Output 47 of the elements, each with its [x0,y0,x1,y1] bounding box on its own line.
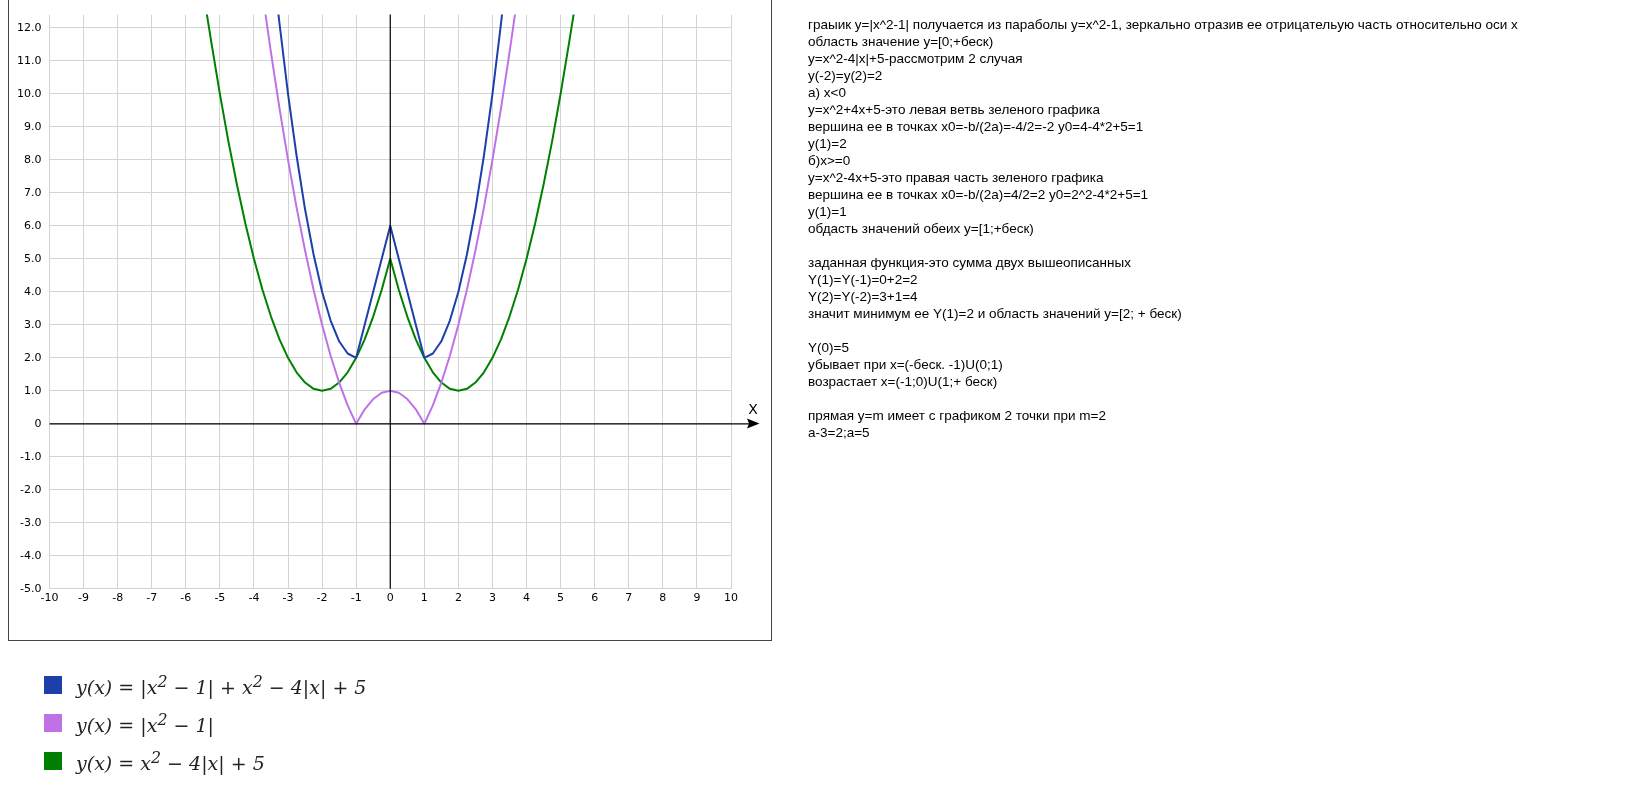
y-tick-label: 1.0 [23,383,42,397]
x-tick-label: 9 [693,591,701,605]
x-tick-label: -2 [316,591,328,605]
x-tick-label: 1 [420,591,428,605]
legend-label: y(x) = x$^{2}$ − 4|x| + 5 [76,747,265,775]
x-tick-label: 10 [724,591,738,605]
x-tick-label: 8 [659,591,667,605]
x-tick-label: -7 [146,591,158,605]
y-tick-label: 3.0 [23,317,42,331]
x-tick-label: -3 [282,591,294,605]
y-tick-label: 12.0 [16,20,42,34]
y-tick-label: 0 [34,416,42,430]
x-tick-label: -8 [112,591,124,605]
x-tick-label: -5 [214,591,226,605]
y-tick-label: 6.0 [23,218,42,232]
x-tick-label: -1 [350,591,362,605]
text: прямая y=m имеет с графиком 2 точки при m=2 a-3=2;a=5 [808,407,1107,441]
y-tick-label: -4.0 [20,548,42,562]
y-tick-label: -1.0 [20,449,42,463]
x-tick-label: -6 [180,591,192,605]
legend-label: y(x) = |x$^{2}$ − 1| + x$^{2}$ − 4|x| + 5 [76,671,367,699]
y-tick-label: 5.0 [23,251,42,265]
y-tick-label: 4.0 [23,284,42,298]
y-tick-label: -5.0 [20,581,42,595]
x-tick-label: -4 [248,591,260,605]
text: заданная функция-это сумма двух вышеописанных Y(1)=Y(-1)=0+2=2 Y(2)=Y(-2)=3+1=4 значит минимум ее Y(1)=2 и область значений y=[2; + беск) [808,254,1183,322]
y-tick-label: -2.0 [20,482,42,496]
y-tick-label: 9.0 [23,119,42,133]
x-tick-label: 0 [386,591,394,605]
x-tick-label: -10 [40,591,59,605]
x-tick-label: 2 [454,591,462,605]
y-tick-label: 2.0 [23,350,42,364]
y-tick-label: 11.0 [16,53,42,67]
text: Y(0)=5 убывает при x=(-беск. -1)U(0;1) возрастает x=(-1;0)U(1;+ беск) [808,339,1004,390]
x-tick-label: 6 [591,591,599,605]
x-tick-label: -9 [78,591,90,605]
y-tick-label: 10.0 [16,86,42,100]
legend-label: y(x) = |x$^{2}$ − 1| [76,709,214,737]
y-tick-label: 8.0 [23,152,42,166]
x-tick-label: 5 [557,591,565,605]
x-tick-label: 4 [523,591,531,605]
text: граыик y=|x^2-1| получается из параболы y=x^2-1, зеркально отразив ее отрицательую часть относительно оси x область значение y=[0;+беск) y=x^2-4|x|+5-рассмотрим 2 случая y(-2)=y(2)=2 а) x<0 y=x^2+4x+5-это левая ветвь зеленого графика вершина ее в точках x0=-b/(2a)=-4/2=-2 y0=4-4*2+5=1 y(1)=2 б)x>=0 y=x^2-4x+5-это правая часть зеленого графика вершина ее в точках x0=-b/(2a)=4/2=2 y0=2^2-4*2+5=1 y(1)=1 обдасть значений обеих y=[1;+беск) [808,17,1518,236]
y-tick-label: -3.0 [20,515,42,529]
y-tick-label: 7.0 [23,185,42,199]
x-axis-title: X [748,401,759,418]
x-tick-label: 3 [488,591,496,605]
x-tick-label: 7 [625,591,633,605]
